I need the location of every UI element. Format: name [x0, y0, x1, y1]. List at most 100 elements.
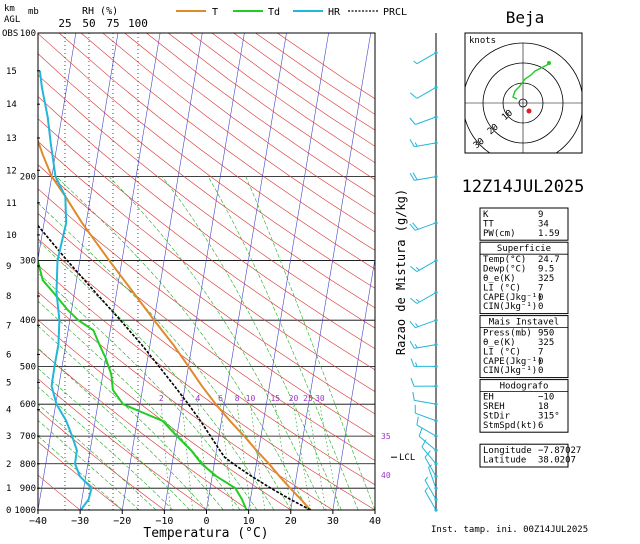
wind-point	[434, 462, 437, 465]
wind-point	[434, 343, 437, 346]
surface-panel-title: Superficie	[497, 244, 551, 254]
mixing-ratio-line	[275, 404, 291, 510]
hodo-panel-value: 6	[538, 421, 543, 431]
wind-point	[434, 419, 437, 422]
dry-adiabat	[0, 33, 543, 510]
mixing-ratio-label: 25	[303, 394, 313, 403]
rh-tick-label: 100	[128, 17, 148, 30]
pressure-label: 200	[20, 173, 36, 183]
surface-panel-label: CIN(Jkg⁻¹)	[483, 302, 537, 312]
wind-point	[434, 487, 437, 490]
mixing-ratio-label: 6	[218, 394, 223, 403]
obs-label: OBS	[2, 29, 18, 39]
pressure-label: 500	[20, 362, 36, 372]
location-panel-value: 38.0207	[538, 456, 576, 466]
surface-panel-value: 0	[538, 302, 543, 312]
x-tick-label: 40	[369, 516, 381, 527]
wind-barb	[410, 118, 416, 125]
wind-barb	[425, 477, 428, 480]
wind-barb-staff	[422, 447, 436, 464]
km-label: 13	[6, 134, 17, 144]
plot-frame	[38, 33, 375, 510]
wind-barb	[410, 298, 417, 303]
wind-barb	[410, 341, 414, 348]
legend-prcl: PRCL	[383, 7, 407, 18]
dry-adiabat	[277, 33, 640, 510]
theta-e-label: 40	[381, 471, 391, 480]
wind-barb	[416, 267, 419, 270]
wind-point	[434, 51, 437, 54]
isotherm	[249, 33, 329, 510]
wind-barb	[415, 143, 417, 147]
wind-point	[434, 449, 437, 452]
km-label: 1	[6, 484, 11, 494]
pressure-label: 900	[20, 484, 36, 494]
km-label: 11	[6, 199, 17, 209]
x-tick-label: 30	[327, 516, 339, 527]
hodograph-frame	[465, 33, 582, 153]
mixing-ratio-label: 10	[246, 394, 256, 403]
x-axis-label: Temperatura (°C)	[143, 526, 268, 540]
wind-point	[434, 319, 437, 322]
wind-barb	[416, 299, 419, 302]
wind-barb-staff	[414, 400, 436, 404]
km-label: 0	[6, 506, 11, 516]
unstable-panel-label: CIN(Jkg⁻¹)	[483, 366, 537, 376]
wind-barb-staff	[415, 320, 436, 328]
rh-tick-label: 25	[58, 17, 71, 30]
wind-barb	[416, 362, 418, 366]
wind-point	[434, 175, 437, 178]
moist-adiabat	[208, 177, 358, 510]
wind-barb-staff	[419, 436, 436, 450]
rh-tick-label: 50	[82, 17, 95, 30]
legend-t: T	[212, 7, 218, 18]
wind-barb-staff	[415, 223, 436, 230]
pressure-label: 600	[20, 400, 36, 410]
dry-adiabat	[0, 33, 417, 510]
km-label: 15	[6, 67, 17, 77]
wind-barb	[411, 378, 414, 386]
hodo-title: knots	[469, 36, 496, 46]
moist-adiabat	[162, 177, 341, 510]
x-tick-label: −20	[113, 516, 131, 527]
mixing-ratio-label: 4	[195, 394, 200, 403]
wind-point	[434, 259, 437, 262]
wind-barb-staff	[417, 53, 436, 64]
mixing-ratio-label: 15	[270, 394, 280, 403]
unstable-panel-value: 0	[538, 366, 543, 376]
moist-adiabat	[56, 177, 307, 510]
wind-barb	[410, 321, 416, 328]
datetime: 12Z14JUL2025	[462, 177, 585, 197]
legend-hr: HR	[328, 7, 341, 18]
wind-point	[434, 141, 437, 144]
wind-barb-staff	[425, 491, 436, 510]
indices-panel-label: PW(cm)	[483, 229, 516, 239]
wind-barb	[410, 93, 417, 99]
hodo-panel-title: Hodografo	[500, 382, 549, 392]
km-label: 10	[6, 231, 17, 241]
wind-barb	[413, 392, 415, 400]
pressure-label: 800	[20, 460, 36, 470]
agl-label: AGL	[4, 15, 20, 25]
wind-barb	[415, 344, 417, 348]
wind-point	[434, 498, 437, 501]
pressure-label: 400	[20, 316, 36, 326]
location-panel-label: Latitude	[483, 456, 526, 466]
wind-barb	[417, 417, 418, 425]
km-label: 2	[6, 460, 11, 470]
rh-tick-label: 75	[106, 17, 119, 30]
wind-barb-staff	[417, 293, 436, 304]
pressure-label: 700	[20, 432, 36, 442]
km-label: 3	[6, 432, 11, 442]
wind-barb	[419, 428, 422, 436]
mixing-ratio-line	[320, 404, 339, 510]
wind-barb-staff	[417, 261, 436, 272]
wind-barb-staff	[414, 177, 436, 181]
wind-point	[434, 403, 437, 406]
wind-point	[434, 115, 437, 118]
km-label: 6	[6, 350, 11, 360]
wind-point	[434, 435, 437, 438]
